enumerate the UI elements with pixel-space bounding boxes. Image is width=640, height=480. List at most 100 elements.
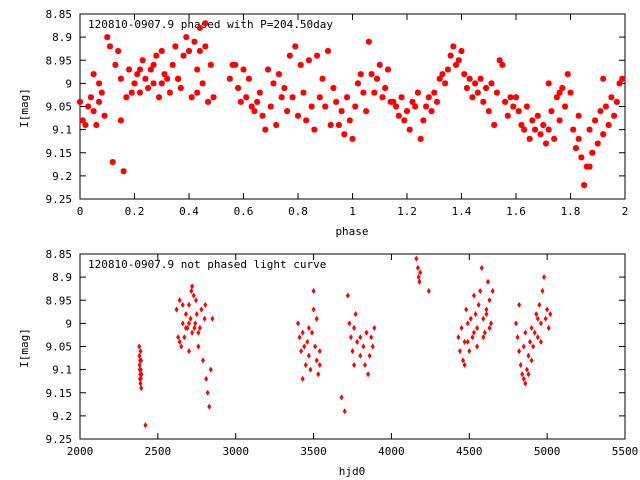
data-point <box>347 320 352 327</box>
data-point <box>418 269 423 276</box>
y-tick-label: 8.95 <box>46 54 73 67</box>
data-point <box>548 108 555 115</box>
data-point <box>537 301 542 308</box>
data-point <box>358 352 363 359</box>
data-point <box>292 43 299 50</box>
data-point <box>205 98 212 105</box>
x-tick-label: 1.2 <box>397 205 417 218</box>
data-point <box>439 71 446 78</box>
data-point <box>586 163 593 170</box>
data-point <box>77 98 83 105</box>
y-tick-label: 8.9 <box>52 31 72 44</box>
data-point <box>137 352 142 359</box>
data-point <box>496 57 503 64</box>
data-point <box>458 48 465 54</box>
data-point <box>457 348 462 355</box>
data-point <box>161 71 168 78</box>
data-point <box>481 334 486 341</box>
data-point <box>226 75 233 82</box>
data-point <box>537 131 544 138</box>
x-tick-label: 4000 <box>378 445 405 458</box>
data-point <box>353 311 358 318</box>
data-point <box>137 343 142 350</box>
data-point <box>207 61 214 68</box>
data-point <box>507 94 514 101</box>
data-point <box>199 306 204 313</box>
data-point <box>526 371 531 378</box>
data-point <box>150 80 157 87</box>
data-point <box>534 112 541 119</box>
data-point <box>207 403 212 410</box>
data-point <box>518 122 525 128</box>
data-point <box>281 85 288 91</box>
data-point <box>177 338 182 345</box>
data-point <box>348 334 353 341</box>
data-point <box>327 122 334 128</box>
data-point <box>128 89 135 96</box>
data-point <box>355 338 360 345</box>
data-point <box>493 89 500 96</box>
data-point <box>187 301 191 308</box>
x-axis-label-unphased: hjd0 <box>339 465 366 478</box>
data-point <box>136 66 143 73</box>
data-point <box>314 315 319 322</box>
data-point <box>515 108 522 115</box>
data-point <box>363 108 370 115</box>
data-point <box>354 80 361 87</box>
data-point <box>196 24 203 31</box>
data-point <box>545 126 552 133</box>
data-point <box>123 94 130 101</box>
y-tick-label: 9.05 <box>46 101 73 114</box>
data-point <box>484 311 489 318</box>
data-point <box>137 362 142 368</box>
data-point <box>158 80 165 87</box>
data-point <box>472 80 479 87</box>
data-point <box>462 338 467 345</box>
data-point <box>570 126 577 133</box>
data-point <box>150 61 157 68</box>
data-point <box>96 98 103 105</box>
data-point <box>194 66 201 73</box>
data-point <box>259 112 266 119</box>
data-point <box>299 348 304 355</box>
data-point <box>517 301 522 308</box>
data-point <box>483 85 490 91</box>
data-point <box>196 343 201 350</box>
data-point <box>117 117 124 124</box>
data-point <box>156 94 163 101</box>
x-tick-label: 0.4 <box>179 205 199 218</box>
data-point <box>463 85 470 91</box>
data-point <box>262 126 269 133</box>
data-point <box>112 61 119 68</box>
data-point <box>616 80 623 87</box>
data-point <box>480 98 487 105</box>
data-point <box>295 112 301 119</box>
data-point <box>517 348 522 355</box>
data-point <box>414 255 419 262</box>
data-point <box>406 126 413 133</box>
x-tick-label: 0.2 <box>125 205 145 218</box>
data-point <box>90 108 97 115</box>
data-point <box>416 274 421 281</box>
data-point <box>232 61 239 68</box>
data-point <box>473 311 478 318</box>
y-tick-label: 9.1 <box>52 124 72 137</box>
data-point <box>521 343 526 350</box>
data-point <box>357 71 364 78</box>
data-point <box>461 357 466 364</box>
data-point <box>556 117 563 124</box>
data-point <box>237 98 244 105</box>
data-point <box>368 71 375 78</box>
x-tick-label: 3500 <box>300 445 327 458</box>
data-point <box>197 325 202 331</box>
data-point <box>79 117 86 124</box>
data-point <box>314 357 319 364</box>
y-tick-label: 9.25 <box>46 433 73 446</box>
data-point <box>188 94 195 101</box>
data-point <box>465 338 470 345</box>
data-point <box>303 362 308 368</box>
x-tick-label: 5000 <box>534 445 561 458</box>
data-point <box>187 320 191 327</box>
chart-title-unphased: 120810-0907.9 not phased light curve <box>88 258 326 271</box>
data-point <box>183 325 188 331</box>
